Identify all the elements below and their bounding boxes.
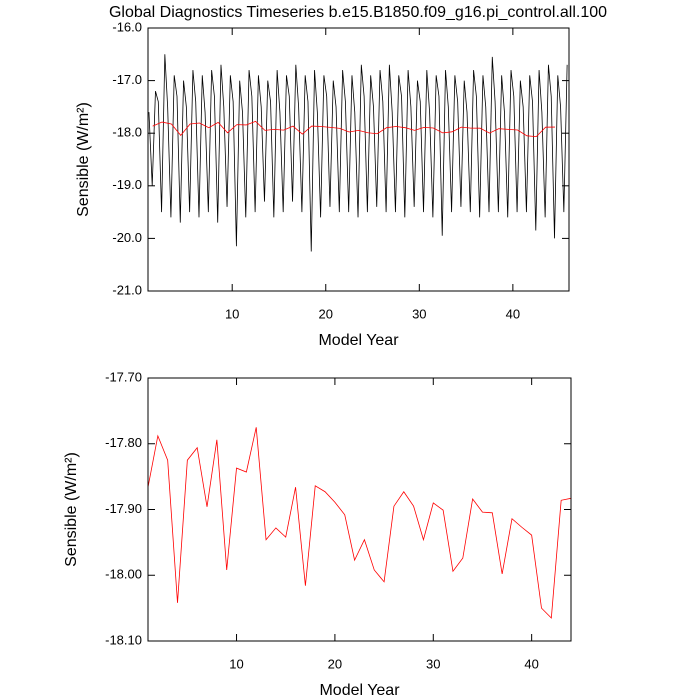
y-tick-label: -17.80 bbox=[105, 435, 142, 450]
data-line bbox=[148, 54, 568, 252]
x-tick-label: 10 bbox=[229, 656, 243, 671]
y-tick-label: -21.0 bbox=[112, 282, 142, 297]
x-tick-label: 20 bbox=[328, 656, 342, 671]
plot-frame bbox=[147, 377, 572, 642]
x-tick-label: 40 bbox=[524, 656, 538, 671]
chart-title: Global Diagnostics Timeseries b.e15.B185… bbox=[109, 4, 607, 21]
y-tick-label: -18.10 bbox=[105, 632, 142, 647]
y-tick-label: -17.0 bbox=[112, 72, 142, 87]
y-tick-label: -20.0 bbox=[112, 230, 142, 245]
plot-frame bbox=[147, 27, 570, 292]
data-line bbox=[147, 427, 572, 619]
x-tick-label: 30 bbox=[426, 656, 440, 671]
x-axis-label: Model Year bbox=[318, 332, 399, 349]
y-tick-label: -18.00 bbox=[105, 567, 142, 582]
data-line bbox=[152, 120, 555, 138]
y-axis-label: Sensible (W/m²) bbox=[63, 452, 80, 567]
y-tick-label: -17.90 bbox=[105, 501, 142, 516]
x-axis-label: Model Year bbox=[319, 682, 400, 699]
x-tick-label: 30 bbox=[412, 306, 426, 321]
y-tick-label: -19.0 bbox=[112, 177, 142, 192]
y-tick-label: -17.70 bbox=[105, 369, 142, 384]
y-axis-label: Sensible (W/m²) bbox=[75, 102, 92, 217]
x-tick-label: 40 bbox=[506, 306, 520, 321]
x-tick-label: 10 bbox=[225, 306, 239, 321]
x-tick-label: 20 bbox=[319, 306, 333, 321]
y-tick-label: -16.0 bbox=[112, 19, 142, 34]
y-tick-label: -18.0 bbox=[112, 125, 142, 140]
